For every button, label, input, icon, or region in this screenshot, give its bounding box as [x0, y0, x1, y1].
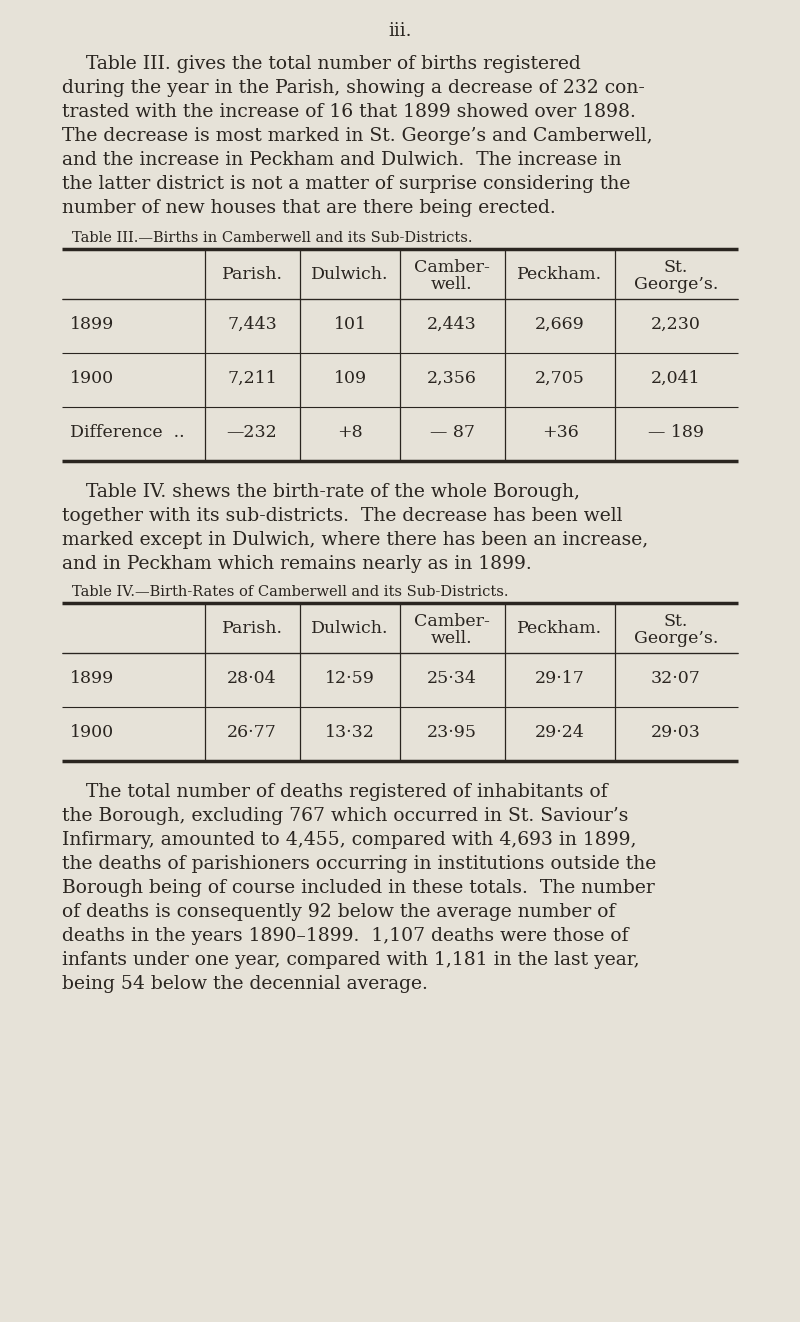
- Text: being 54 below the decennial average.: being 54 below the decennial average.: [62, 976, 428, 993]
- Text: and in Peckham which remains nearly as in 1899.: and in Peckham which remains nearly as i…: [62, 555, 532, 572]
- Text: Parish.: Parish.: [222, 620, 282, 637]
- Text: 101: 101: [334, 316, 366, 333]
- Text: Table IV.—Birth-Rates of Camberwell and its Sub-Districts.: Table IV.—Birth-Rates of Camberwell and …: [72, 586, 509, 599]
- Text: well.: well.: [431, 276, 473, 293]
- Text: the latter district is not a matter of surprise considering the: the latter district is not a matter of s…: [62, 175, 630, 193]
- Text: Parish.: Parish.: [222, 266, 282, 283]
- Text: of deaths is consequently 92 below the average number of: of deaths is consequently 92 below the a…: [62, 903, 615, 921]
- Text: — 189: — 189: [648, 424, 704, 442]
- Text: deaths in the years 1890–1899.  1,107 deaths were those of: deaths in the years 1890–1899. 1,107 dea…: [62, 927, 629, 945]
- Text: 23·95: 23·95: [427, 724, 477, 742]
- Text: Dulwich.: Dulwich.: [311, 266, 389, 283]
- Text: and the increase in Peckham and Dulwich.  The increase in: and the increase in Peckham and Dulwich.…: [62, 151, 622, 169]
- Text: 25·34: 25·34: [427, 670, 477, 687]
- Text: together with its sub-districts.  The decrease has been well: together with its sub-districts. The dec…: [62, 508, 622, 525]
- Text: 1900: 1900: [70, 370, 114, 387]
- Text: the Borough, excluding 767 which occurred in St. Saviour’s: the Borough, excluding 767 which occurre…: [62, 806, 628, 825]
- Text: 1900: 1900: [70, 724, 114, 742]
- Text: George’s.: George’s.: [634, 276, 718, 293]
- Text: Infirmary, amounted to 4,455, compared with 4,693 in 1899,: Infirmary, amounted to 4,455, compared w…: [62, 832, 637, 849]
- Text: 29·24: 29·24: [535, 724, 585, 742]
- Text: Table III. gives the total number of births registered: Table III. gives the total number of bir…: [62, 56, 581, 73]
- Text: 2,443: 2,443: [427, 316, 477, 333]
- Text: +36: +36: [542, 424, 578, 442]
- Text: 32·07: 32·07: [651, 670, 701, 687]
- Text: Table III.—Births in Camberwell and its Sub-Districts.: Table III.—Births in Camberwell and its …: [72, 231, 473, 245]
- Text: 2,230: 2,230: [651, 316, 701, 333]
- Text: 2,041: 2,041: [651, 370, 701, 387]
- Text: 13·32: 13·32: [325, 724, 375, 742]
- Text: well.: well.: [431, 631, 473, 646]
- Text: 29·17: 29·17: [535, 670, 585, 687]
- Text: —232: —232: [226, 424, 278, 442]
- Text: the deaths of parishioners occurring in institutions outside the: the deaths of parishioners occurring in …: [62, 855, 656, 873]
- Text: St.: St.: [664, 259, 688, 276]
- Text: Peckham.: Peckham.: [518, 266, 602, 283]
- Text: 28·04: 28·04: [227, 670, 277, 687]
- Text: 1899: 1899: [70, 670, 114, 687]
- Text: The total number of deaths registered of inhabitants of: The total number of deaths registered of…: [62, 783, 608, 801]
- Text: 26·77: 26·77: [227, 724, 277, 742]
- Text: 1899: 1899: [70, 316, 114, 333]
- Text: iii.: iii.: [388, 22, 412, 40]
- Text: number of new houses that are there being erected.: number of new houses that are there bein…: [62, 200, 556, 217]
- Text: 7,211: 7,211: [227, 370, 277, 387]
- Text: The decrease is most marked in St. George’s and Camberwell,: The decrease is most marked in St. Georg…: [62, 127, 653, 145]
- Text: Borough being of course included in these totals.  The number: Borough being of course included in thes…: [62, 879, 654, 898]
- Text: 29·03: 29·03: [651, 724, 701, 742]
- Text: Camber-: Camber-: [414, 259, 490, 276]
- Text: 2,705: 2,705: [535, 370, 585, 387]
- Text: George’s.: George’s.: [634, 631, 718, 646]
- Text: trasted with the increase of 16 that 1899 showed over 1898.: trasted with the increase of 16 that 189…: [62, 103, 636, 122]
- Text: 2,356: 2,356: [427, 370, 477, 387]
- Text: Difference  ..: Difference ..: [70, 424, 185, 442]
- Text: Table IV. shews the birth-rate of the whole Borough,: Table IV. shews the birth-rate of the wh…: [62, 483, 580, 501]
- Text: 2,669: 2,669: [535, 316, 585, 333]
- Text: marked except in Dulwich, where there has been an increase,: marked except in Dulwich, where there ha…: [62, 531, 648, 549]
- Text: St.: St.: [664, 613, 688, 631]
- Text: Camber-: Camber-: [414, 613, 490, 631]
- Text: infants under one year, compared with 1,181 in the last year,: infants under one year, compared with 1,…: [62, 951, 640, 969]
- Text: 109: 109: [334, 370, 366, 387]
- Text: — 87: — 87: [430, 424, 474, 442]
- Text: Peckham.: Peckham.: [518, 620, 602, 637]
- Text: Dulwich.: Dulwich.: [311, 620, 389, 637]
- Text: +8: +8: [337, 424, 363, 442]
- Text: 7,443: 7,443: [227, 316, 277, 333]
- Text: during the year in the Parish, showing a decrease of 232 con-: during the year in the Parish, showing a…: [62, 79, 645, 97]
- Text: 12·59: 12·59: [325, 670, 375, 687]
